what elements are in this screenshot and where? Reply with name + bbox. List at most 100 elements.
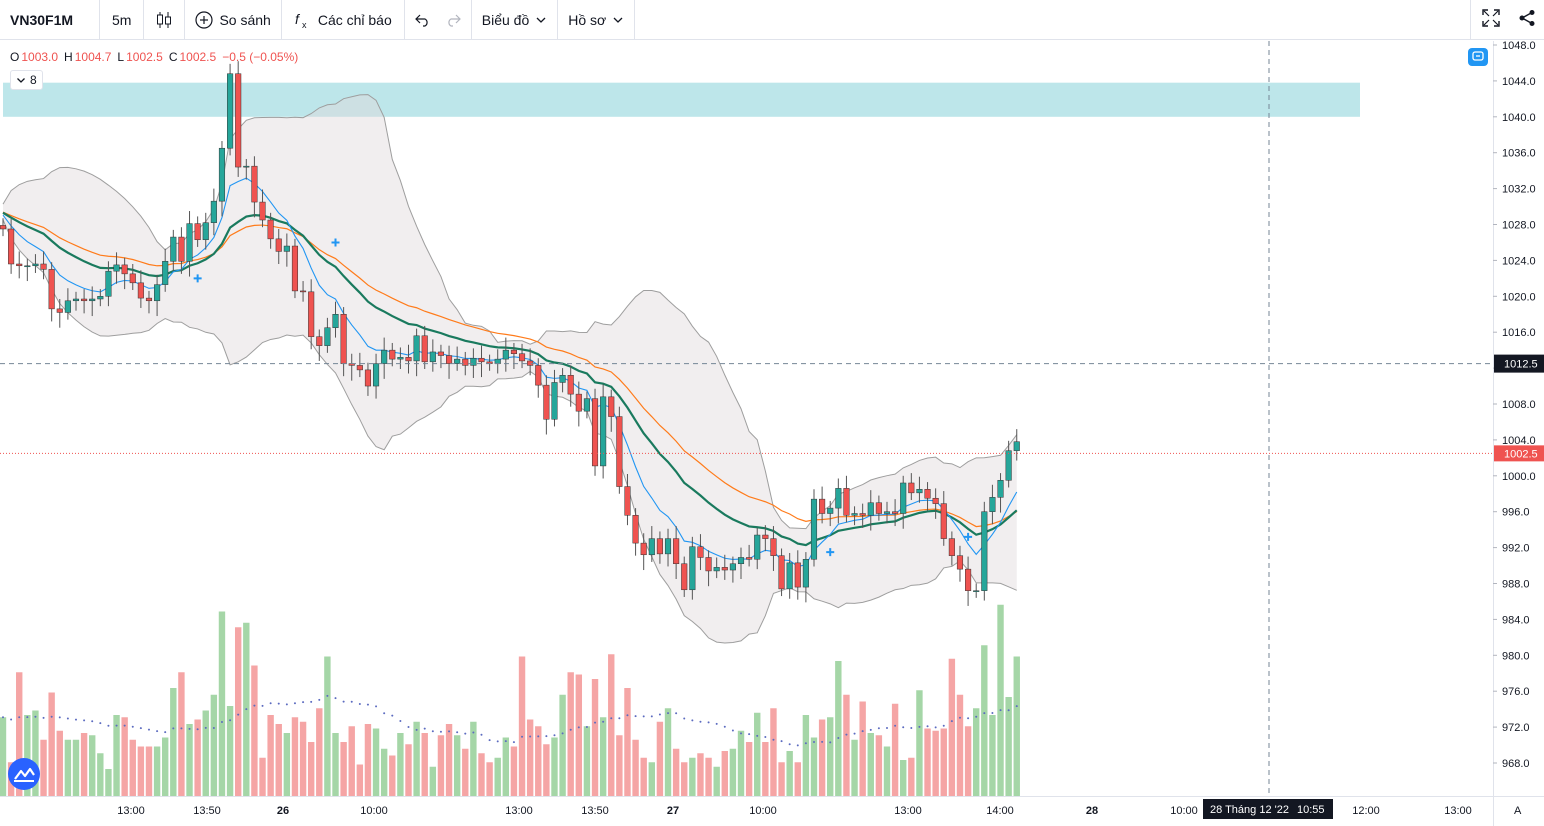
volume-bar — [72, 739, 80, 796]
volume-bar — [421, 733, 428, 796]
candle — [373, 353, 380, 399]
volume-bar — [145, 746, 153, 796]
candle — [1013, 429, 1020, 461]
candle — [770, 526, 777, 571]
volume-bar — [883, 746, 891, 796]
candle-body — [948, 538, 955, 556]
candle-body — [973, 590, 980, 592]
tradingview-logo-icon[interactable] — [8, 758, 40, 790]
crosshair-time-date: 28 Tháng 12 '22 — [1210, 804, 1289, 816]
go-to-realtime-button[interactable] — [1468, 48, 1488, 66]
candle-body — [819, 498, 826, 514]
candle-body — [437, 351, 444, 356]
low-label: L — [117, 50, 125, 64]
bollinger-lower — [2, 219, 1017, 644]
volume-bar — [502, 737, 510, 796]
candle-body — [162, 261, 169, 285]
auto-scale-button[interactable]: A — [1514, 805, 1522, 817]
indicators-toggle[interactable]: 8 — [10, 70, 43, 90]
volume-ma-dot — [521, 735, 524, 738]
candle — [243, 158, 250, 180]
volume-ma-dot — [691, 719, 694, 722]
candle-body — [965, 568, 972, 591]
candle — [502, 337, 509, 372]
candle-body — [235, 73, 242, 168]
candle-body — [389, 349, 396, 360]
volume-bar — [218, 611, 226, 796]
volume-ma-dot — [253, 704, 256, 707]
candle-body — [956, 555, 964, 570]
volume-ma-dot — [91, 720, 94, 723]
candle-body — [202, 222, 209, 241]
indicators-label: Các chỉ báo — [317, 11, 392, 28]
compare-button[interactable]: So sánh — [185, 0, 282, 40]
fullscreen-button[interactable] — [1470, 0, 1510, 40]
volume-bar — [535, 726, 542, 796]
volume-bar — [299, 721, 307, 796]
volume-ma-dot — [269, 702, 272, 705]
volume-ma-dot — [731, 729, 734, 732]
scroll-right-icon — [1472, 48, 1484, 66]
volume-ma-dot — [667, 712, 670, 715]
candle — [72, 291, 80, 311]
candle — [997, 473, 1004, 513]
volume-ma-dot — [74, 718, 77, 721]
volume-ma-dot — [399, 719, 402, 722]
candle — [535, 358, 542, 398]
candle-body — [689, 546, 696, 591]
volume-ma-dot — [99, 722, 102, 725]
volume-bar — [453, 735, 461, 796]
candle-body — [583, 398, 590, 412]
volume-ma-dot — [318, 698, 321, 701]
chart-type-button[interactable] — [144, 0, 186, 40]
undo-icon[interactable] — [414, 13, 431, 27]
volume-ma-dot — [58, 716, 61, 719]
volume-bar — [153, 746, 161, 796]
candle-body — [356, 365, 363, 371]
redo-icon[interactable] — [445, 13, 461, 27]
profile-menu[interactable]: Hồ sơ — [558, 0, 636, 40]
candle — [48, 262, 55, 322]
candle-body — [332, 314, 339, 328]
candle — [819, 486, 826, 524]
chart-menu-label: Biểu đồ — [481, 11, 530, 28]
candle — [178, 227, 185, 274]
volume-bar — [616, 735, 623, 796]
candle — [551, 369, 558, 427]
volume-ma-dot — [188, 727, 191, 730]
candle-body — [916, 489, 923, 494]
volume-bar — [259, 757, 266, 796]
volume-ma-dot — [350, 700, 353, 703]
candle — [867, 490, 874, 531]
volume-bar — [648, 762, 655, 796]
volume-ma-dot — [285, 703, 288, 706]
candle — [705, 550, 712, 587]
volume-bar — [656, 721, 664, 796]
volume-ma-dot — [407, 726, 410, 729]
volume-bar — [891, 703, 899, 796]
volume-bar — [681, 762, 688, 796]
share-button[interactable] — [1510, 0, 1544, 40]
volume-ma-dot — [975, 715, 978, 718]
x-tick-label: 10:00 — [1170, 805, 1198, 817]
volume-ma-dot — [618, 717, 621, 720]
volume-ma-dot — [861, 730, 864, 733]
interval-selector[interactable]: 5m — [100, 0, 145, 40]
candle-body — [591, 398, 599, 467]
candle — [259, 189, 266, 228]
signal-marker — [331, 238, 340, 247]
candle-body — [705, 557, 712, 572]
volume-ma-dot — [212, 726, 215, 729]
symbol-selector[interactable]: VN30F1M — [0, 0, 100, 40]
candle-body — [697, 546, 704, 558]
volume-ma-dot — [66, 717, 69, 720]
candle-body — [737, 557, 745, 565]
candle — [267, 212, 274, 249]
volume-bar — [89, 735, 96, 796]
candle — [446, 345, 453, 379]
x-tick-label: 13:50 — [193, 805, 221, 817]
chart-menu[interactable]: Biểu đồ — [472, 0, 559, 40]
